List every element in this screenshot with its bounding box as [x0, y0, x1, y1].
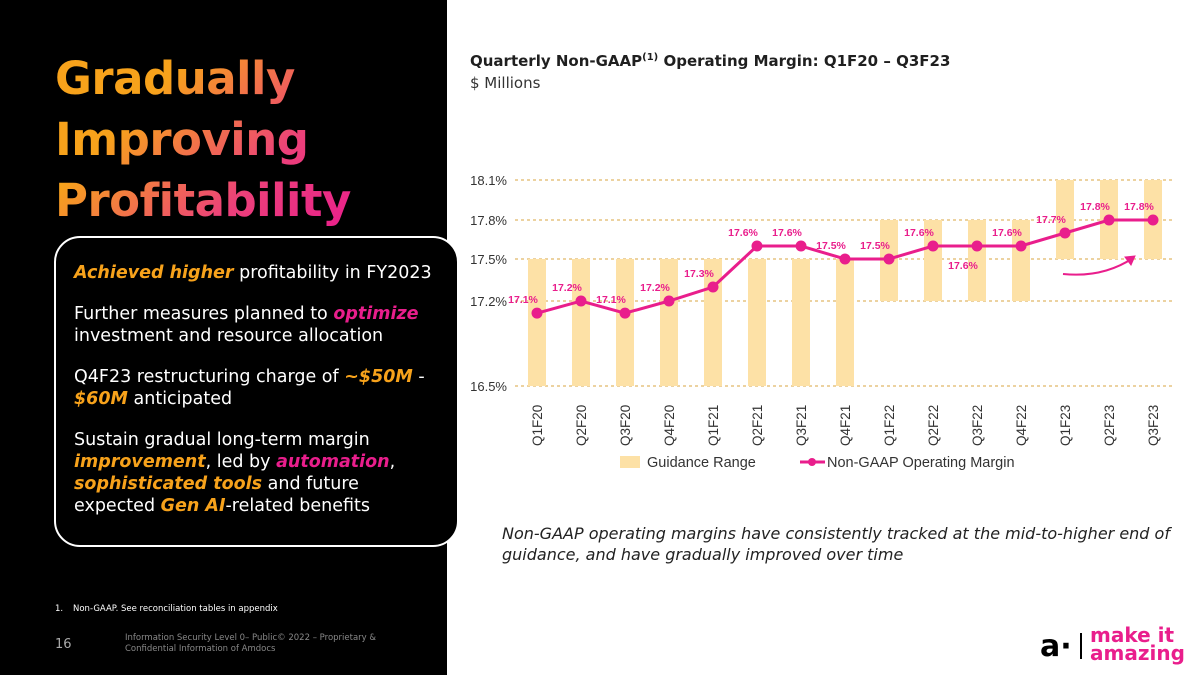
x-tick-label: Q4F21: [838, 405, 853, 446]
security-notice: Information Security Level 0– Public© 20…: [125, 633, 377, 654]
data-label: 17.1%: [596, 294, 626, 306]
data-point: [1059, 227, 1071, 239]
x-tick-label: Q1F23: [1058, 405, 1073, 446]
left-panel: Gradually Improving Profitability Achiev…: [0, 0, 459, 675]
x-tick-label: Q2F20: [574, 405, 589, 446]
data-label: 17.2%: [552, 282, 582, 294]
x-tick-label: Q2F23: [1102, 405, 1117, 446]
x-tick-label: Q1F21: [706, 405, 721, 446]
title-line: Profitability: [55, 174, 351, 227]
x-tick-label: Q3F20: [618, 405, 633, 446]
data-label: 17.6%: [772, 227, 802, 239]
data-point: [751, 240, 763, 252]
data-point: [1015, 240, 1027, 252]
data-point: [971, 240, 983, 252]
y-tick-label: 17.2%: [470, 294, 507, 309]
guidance-bar: [924, 220, 942, 301]
guidance-bar: [660, 259, 678, 386]
title-line: Improving: [55, 113, 309, 166]
x-tick-label: Q3F21: [794, 405, 809, 446]
title-line: Gradually: [55, 52, 295, 105]
guidance-bar: [1012, 220, 1030, 301]
chart-caption: Non-GAAP operating margins have consiste…: [502, 524, 1170, 564]
data-label: 17.6%: [904, 227, 934, 239]
margin-chart: 16.5%17.2%17.5%17.8%18.1%17.1%17.2%17.1%…: [470, 173, 1175, 471]
guidance-bar: [572, 259, 590, 386]
data-label: 17.8%: [1080, 201, 1110, 213]
guidance-bar: [792, 259, 810, 386]
data-label: 17.8%: [1124, 201, 1154, 213]
data-label: 17.2%: [640, 282, 670, 294]
bullet-4: Sustain gradual long-term margin improve…: [74, 430, 396, 516]
page-number: 16: [55, 637, 72, 652]
data-point: [707, 281, 719, 293]
bullet-3: Q4F23 restructuring charge of ~$50M - $6…: [74, 367, 425, 409]
data-label: 17.1%: [508, 294, 538, 306]
data-label: 17.3%: [684, 268, 714, 280]
y-tick-label: 17.5%: [470, 252, 507, 267]
data-point: [1103, 214, 1115, 226]
x-tick-label: Q3F22: [970, 405, 985, 446]
legend-label-guidance: Guidance Range: [647, 455, 756, 471]
guidance-bar: [616, 259, 634, 386]
page-title: Gradually Improving Profitability: [55, 48, 351, 231]
data-label: 17.6%: [992, 227, 1022, 239]
x-tick-label: Q3F23: [1146, 405, 1161, 446]
logo-divider: [1080, 633, 1082, 659]
data-point: [1147, 214, 1159, 226]
x-tick-label: Q2F22: [926, 405, 941, 446]
logo-mark-icon: a·: [1040, 629, 1072, 664]
data-label: 17.6%: [948, 260, 978, 272]
key-points-box: Achieved higher profitability in FY2023 …: [54, 236, 459, 547]
guidance-bar: [836, 259, 854, 386]
x-tick-label: Q1F20: [530, 405, 545, 446]
data-point: [663, 295, 675, 307]
amdocs-logo: a· make it amazing: [1040, 623, 1190, 667]
data-point: [883, 253, 895, 265]
chart-title: Quarterly Non-GAAP(1) Operating Margin: …: [470, 52, 951, 70]
guidance-bar: [968, 220, 986, 301]
bullet-1: Achieved higher profitability in FY2023: [74, 263, 432, 283]
logo-tagline-1: make it: [1090, 623, 1175, 647]
data-label: 17.5%: [816, 240, 846, 252]
data-label: 17.5%: [860, 240, 890, 252]
trend-arrowhead-icon: [1124, 255, 1136, 266]
y-tick-label: 17.8%: [470, 213, 507, 228]
data-point: [795, 240, 807, 252]
logo-tagline-2: amazing: [1090, 641, 1185, 665]
trend-arrow-icon: [1062, 257, 1134, 276]
legend-label-line: Non-GAAP Operating Margin: [827, 455, 1015, 471]
x-tick-label: Q1F22: [882, 405, 897, 446]
guidance-bar: [748, 259, 766, 386]
y-tick-label: 16.5%: [470, 379, 507, 394]
guidance-bar: [1056, 180, 1074, 259]
bullet-2: Further measures planned to optimize inv…: [74, 304, 419, 346]
data-point: [839, 253, 851, 265]
data-point: [531, 307, 543, 319]
y-tick-label: 18.1%: [470, 173, 507, 188]
legend-swatch-guidance: [620, 456, 640, 468]
legend-swatch-marker: [808, 458, 816, 466]
chart-subtitle: $ Millions: [470, 74, 541, 92]
data-label: 17.7%: [1036, 214, 1066, 226]
x-tick-label: Q2F21: [750, 405, 765, 446]
data-label: 17.6%: [728, 227, 758, 239]
data-point: [927, 240, 939, 252]
x-tick-label: Q4F20: [662, 405, 677, 446]
guidance-bar: [704, 259, 722, 386]
guidance-bar: [528, 259, 546, 386]
x-tick-label: Q4F22: [1014, 405, 1029, 446]
data-point: [619, 307, 631, 319]
footnote: 1. Non-GAAP. See reconciliation tables in…: [55, 604, 278, 614]
data-point: [575, 295, 587, 307]
